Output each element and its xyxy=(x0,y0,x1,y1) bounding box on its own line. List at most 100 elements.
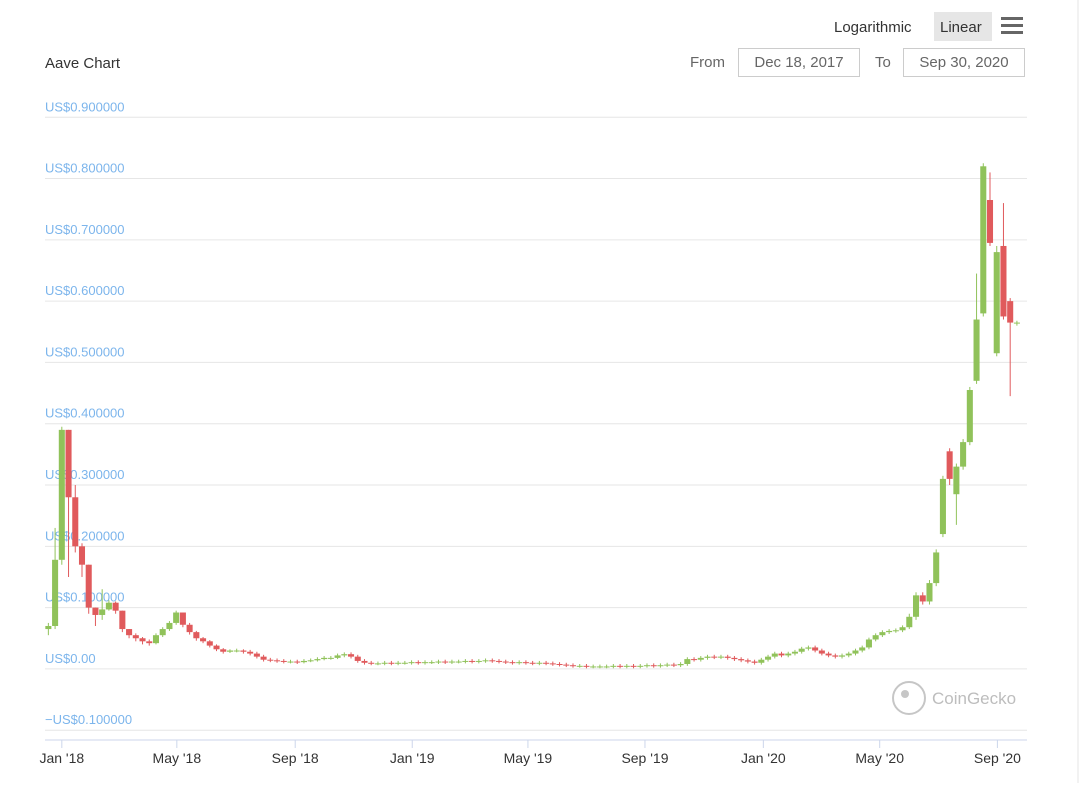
candle-body xyxy=(677,663,684,666)
candle-body xyxy=(105,602,112,610)
candle-body xyxy=(78,546,86,565)
from-label: From xyxy=(690,54,725,71)
candle-body xyxy=(72,497,79,547)
candle-body xyxy=(569,665,577,667)
y-tick-label: US$0.600000 xyxy=(45,283,125,298)
candle-body xyxy=(603,666,610,668)
candle-body xyxy=(919,595,926,602)
candle-body xyxy=(186,624,193,633)
candle-body xyxy=(724,656,731,658)
candle-body xyxy=(556,663,563,665)
candle-body xyxy=(711,656,718,658)
candle-body xyxy=(482,660,489,662)
candle-body xyxy=(139,638,146,642)
candle-body xyxy=(381,662,388,664)
candle-body xyxy=(469,660,476,662)
x-tick-label: Jan '19 xyxy=(390,750,435,766)
candle-body xyxy=(839,655,846,657)
candle-body xyxy=(274,660,281,662)
candle-body xyxy=(933,552,940,584)
scale-option-active-bg[interactable] xyxy=(934,12,992,41)
candle-body xyxy=(590,666,597,668)
candle-body xyxy=(818,650,825,654)
candle-body xyxy=(650,665,657,667)
watermark-logo-eye xyxy=(901,690,909,698)
candle-body xyxy=(563,664,570,666)
candle-body xyxy=(852,650,859,654)
candle-body xyxy=(99,609,106,615)
candle-body xyxy=(65,429,72,498)
candle-body xyxy=(495,660,503,662)
candle-body xyxy=(152,635,160,644)
candle-body xyxy=(758,659,765,663)
candle-body xyxy=(872,635,879,640)
candle-body xyxy=(939,478,946,535)
x-tick-label: Sep '20 xyxy=(974,750,1021,766)
to-label: To xyxy=(875,54,891,71)
candle-body xyxy=(462,660,469,662)
candle-body xyxy=(832,655,839,657)
candle-body xyxy=(213,645,220,650)
candle-body xyxy=(886,630,893,633)
candle-body xyxy=(388,662,395,664)
candle-body xyxy=(132,635,139,639)
candle-body xyxy=(374,663,381,665)
menu-bar[interactable] xyxy=(1001,24,1023,27)
candle-body xyxy=(52,559,59,626)
y-tick-label: US$0.100000 xyxy=(45,590,125,605)
menu-bar[interactable] xyxy=(1001,17,1023,20)
candle-body xyxy=(341,654,348,656)
candle-body xyxy=(973,319,980,381)
menu-bar[interactable] xyxy=(1001,31,1023,34)
scale-option[interactable]: Logarithmic xyxy=(834,19,912,36)
candle-body xyxy=(637,665,644,667)
candle-body xyxy=(859,647,866,651)
candle-body xyxy=(751,661,758,663)
candle-body xyxy=(428,662,435,664)
y-tick-label: US$0.900000 xyxy=(45,99,125,114)
candle-body xyxy=(664,664,671,666)
candle-body xyxy=(233,650,240,652)
candle-body xyxy=(543,662,550,664)
to-date[interactable]: Sep 30, 2020 xyxy=(919,54,1008,71)
candle-body xyxy=(435,661,442,663)
from-date[interactable]: Dec 18, 2017 xyxy=(754,54,843,71)
x-tick-label: Sep '19 xyxy=(621,750,668,766)
scale-option[interactable]: Linear xyxy=(940,19,982,36)
candle-body xyxy=(146,641,153,644)
candle-body xyxy=(489,660,496,662)
candle-body xyxy=(966,390,973,443)
candle-body xyxy=(415,662,422,664)
candle-body xyxy=(280,660,287,662)
candle-body xyxy=(583,665,590,667)
candle-body xyxy=(119,610,126,630)
candle-body xyxy=(112,602,119,611)
candle-body xyxy=(596,666,603,668)
candle-body xyxy=(657,665,664,667)
candle-body xyxy=(812,647,819,651)
candle-body xyxy=(670,664,677,666)
candle-body xyxy=(986,200,994,243)
candle-body xyxy=(179,612,186,625)
candle-body xyxy=(395,662,402,664)
candle-body xyxy=(610,665,617,667)
candle-body xyxy=(617,665,624,667)
menu-icon[interactable] xyxy=(1001,17,1023,34)
candle-body xyxy=(1013,322,1020,324)
y-tick-label: US$0.400000 xyxy=(45,406,125,421)
candle-body xyxy=(58,429,65,560)
candle-body xyxy=(529,662,536,664)
candle-body xyxy=(623,665,630,667)
candle-body xyxy=(321,657,328,660)
candle-body xyxy=(421,662,429,664)
watermark-logo xyxy=(892,681,926,715)
candle-body xyxy=(684,659,691,664)
from-input[interactable] xyxy=(738,48,860,77)
watermark: CoinGecko xyxy=(892,681,1016,715)
candle-body xyxy=(401,662,408,664)
candle-body xyxy=(206,641,213,646)
to-input[interactable] xyxy=(903,48,1025,77)
candle-body xyxy=(778,653,785,656)
